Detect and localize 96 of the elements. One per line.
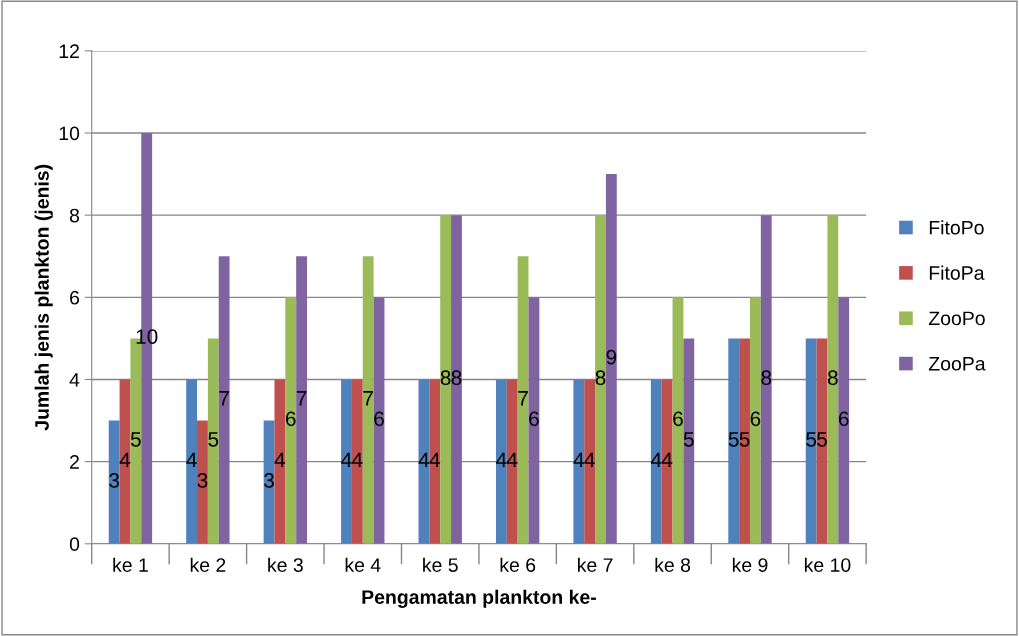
y-tick-label: 2 (70, 455, 79, 469)
y-tick-label: 4 (69, 373, 80, 387)
data-label: 4 (341, 452, 352, 468)
x-tick-label: ke 4 (345, 557, 381, 572)
bar (672, 297, 684, 544)
data-label: 4 (584, 452, 595, 468)
x-tick-label: ke 8 (655, 557, 691, 572)
bar (661, 379, 673, 544)
x-axis-title: Pengamatan plankton ke- (362, 589, 596, 608)
data-label: 8 (451, 370, 462, 386)
x-tick-label: ke 5 (423, 557, 458, 572)
y-tick-label: 0 (69, 537, 80, 552)
y-tick-label: 6 (70, 290, 80, 305)
bar (362, 256, 374, 544)
x-tick-label: ke 2 (190, 557, 226, 572)
data-label: 4 (418, 452, 430, 468)
bar (650, 379, 662, 544)
data-label: 7 (363, 391, 373, 406)
data-label: 8 (827, 370, 838, 386)
data-label: 5 (739, 432, 750, 447)
y-axis-title: Jumlah jenis plankton (jenis) (34, 164, 53, 431)
legend-label: ZooPa (928, 357, 986, 371)
bar (573, 379, 585, 544)
bar (451, 215, 462, 544)
data-label: 3 (197, 473, 208, 488)
data-label: 3 (264, 473, 274, 488)
data-label: 5 (208, 432, 219, 447)
bar (683, 338, 695, 544)
data-label: 4 (352, 452, 363, 468)
data-label: 4 (274, 452, 286, 468)
bar (517, 256, 529, 544)
bar (605, 174, 617, 544)
data-label: 6 (529, 411, 539, 427)
bar (274, 379, 286, 544)
legend-label: ZooPo (928, 311, 985, 326)
y-tick-label: 8 (69, 208, 80, 223)
bar (108, 420, 120, 544)
bar (595, 215, 606, 544)
data-label: 4 (661, 452, 673, 468)
bar (728, 338, 740, 544)
data-label: 4 (496, 452, 507, 468)
bar (528, 297, 540, 544)
bar (440, 215, 452, 544)
data-label: 4 (573, 452, 585, 468)
data-label: 6 (838, 411, 849, 427)
data-label: 7 (296, 391, 307, 406)
bar (760, 215, 772, 544)
data-label: 5 (806, 432, 817, 447)
bar (218, 256, 230, 544)
bar (827, 215, 839, 544)
data-label: 6 (673, 411, 683, 427)
x-tick-label: ke 9 (732, 557, 768, 572)
data-label: 7 (219, 391, 229, 406)
bar (805, 338, 817, 544)
bar (296, 256, 307, 544)
data-label: 7 (518, 391, 528, 406)
bar (838, 297, 850, 544)
bar (197, 420, 208, 544)
data-label: 8 (440, 370, 451, 386)
bar (749, 297, 761, 544)
bar (285, 297, 297, 544)
bar (341, 379, 352, 544)
bar (739, 338, 750, 544)
data-label: 4 (506, 452, 518, 468)
data-label: 3 (109, 473, 120, 488)
bar (584, 379, 596, 544)
data-label: 6 (750, 411, 761, 427)
data-label: 5 (728, 432, 739, 447)
data-label: 4 (186, 452, 197, 468)
bar (373, 297, 385, 544)
bar (495, 379, 507, 544)
data-label: 4 (650, 452, 662, 468)
x-tick-label: ke 1 (113, 557, 148, 572)
x-tick-label: ke 3 (268, 557, 303, 572)
bar (207, 338, 219, 544)
bar (186, 379, 198, 544)
data-label: 9 (606, 349, 617, 365)
data-label: 4 (119, 452, 131, 468)
x-tick-label: ke 7 (578, 557, 613, 572)
x-tick-label: ke 6 (500, 557, 536, 572)
bar (351, 379, 363, 544)
data-label: 6 (286, 411, 296, 427)
y-tick-label: 12 (59, 44, 79, 58)
data-label: 6 (374, 411, 384, 427)
bar (506, 379, 518, 544)
data-label: 5 (817, 432, 827, 447)
legend-label: FitoPo (929, 220, 984, 235)
data-label: 5 (683, 432, 694, 447)
data-label: 4 (429, 452, 440, 468)
bar (429, 379, 441, 544)
data-label: 8 (595, 370, 606, 386)
data-label: 8 (761, 370, 772, 386)
x-tick-label: ke 10 (804, 557, 851, 572)
legend-label: FitoPa (929, 265, 985, 280)
data-label: 5 (130, 432, 141, 447)
y-tick-label: 10 (59, 126, 80, 141)
